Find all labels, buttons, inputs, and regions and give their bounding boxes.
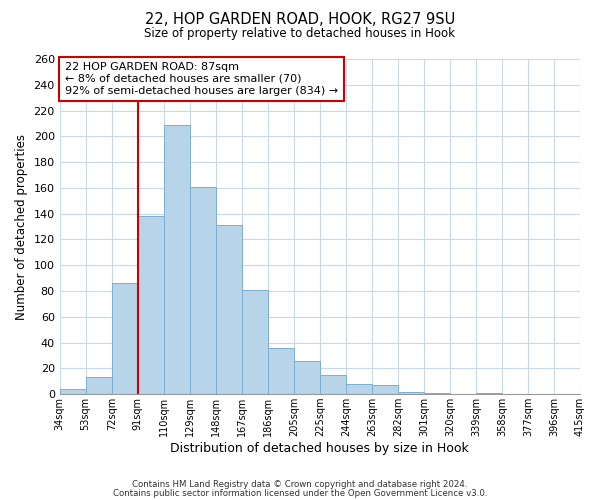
Bar	[112, 284, 138, 394]
Bar	[294, 360, 320, 394]
Bar	[268, 348, 294, 394]
Bar	[346, 384, 372, 394]
Bar	[242, 290, 268, 394]
Text: Contains HM Land Registry data © Crown copyright and database right 2024.: Contains HM Land Registry data © Crown c…	[132, 480, 468, 489]
Bar	[190, 186, 216, 394]
Bar	[86, 378, 112, 394]
Bar	[216, 226, 242, 394]
Bar	[138, 216, 164, 394]
Bar	[424, 393, 450, 394]
Text: 22, HOP GARDEN ROAD, HOOK, RG27 9SU: 22, HOP GARDEN ROAD, HOOK, RG27 9SU	[145, 12, 455, 28]
Bar	[372, 385, 398, 394]
Text: Contains public sector information licensed under the Open Government Licence v3: Contains public sector information licen…	[113, 488, 487, 498]
Bar	[164, 124, 190, 394]
Y-axis label: Number of detached properties: Number of detached properties	[15, 134, 28, 320]
Bar	[59, 389, 86, 394]
X-axis label: Distribution of detached houses by size in Hook: Distribution of detached houses by size …	[170, 442, 469, 455]
Bar	[320, 375, 346, 394]
Text: Size of property relative to detached houses in Hook: Size of property relative to detached ho…	[145, 28, 455, 40]
Bar	[476, 393, 502, 394]
Text: 22 HOP GARDEN ROAD: 87sqm
← 8% of detached houses are smaller (70)
92% of semi-d: 22 HOP GARDEN ROAD: 87sqm ← 8% of detach…	[65, 62, 338, 96]
Bar	[398, 392, 424, 394]
